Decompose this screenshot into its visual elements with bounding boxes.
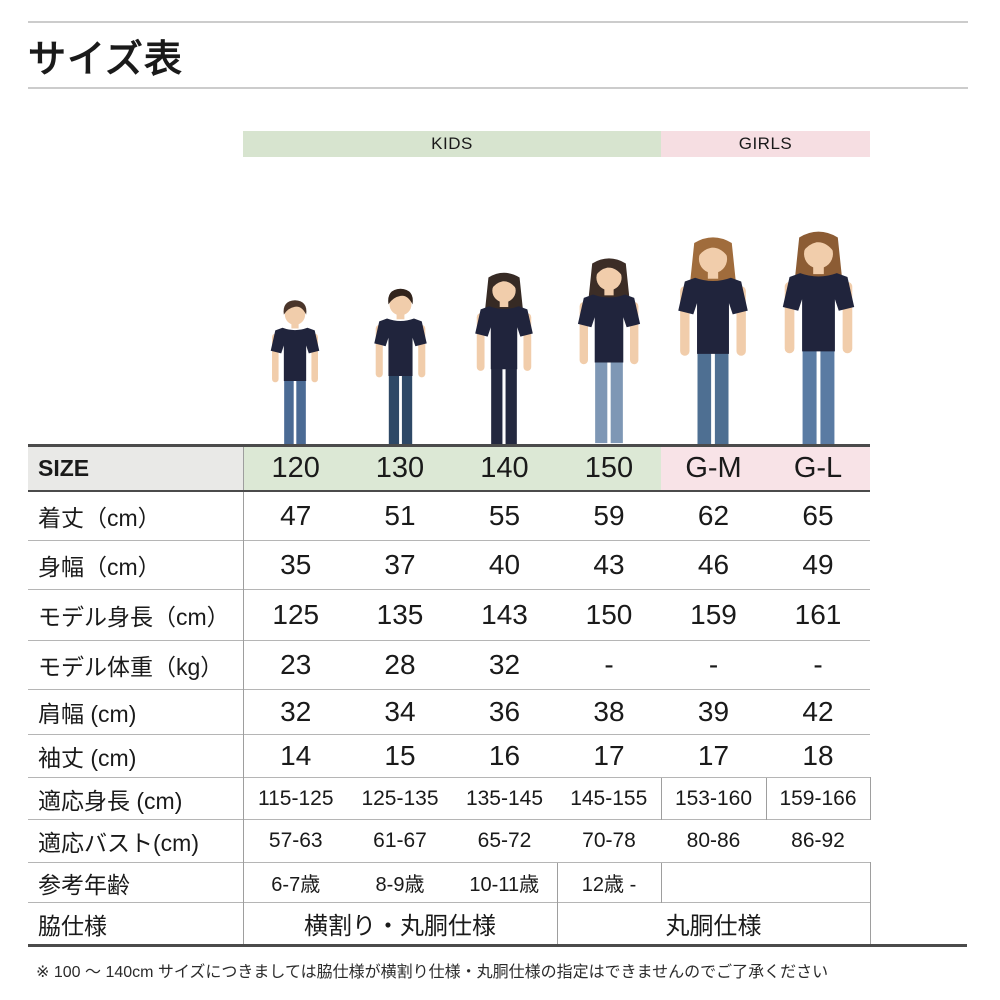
model-photo-140	[465, 265, 543, 444]
table-cell-girls-seam: 丸胴仕様	[556, 902, 871, 944]
table-cell: -	[766, 640, 870, 690]
divider-under-title	[28, 87, 968, 89]
divider-top	[28, 21, 968, 23]
table-cell: 43	[557, 540, 661, 590]
table-cell: 135	[348, 589, 452, 641]
table-cell: 6-7歳	[243, 862, 348, 903]
model-photo-gl	[770, 222, 867, 444]
table-cell: 38	[557, 689, 661, 735]
table-row-model-weight: モデル体重（kg） 23 28 32 - - -	[28, 640, 870, 690]
table-cell: 125-135	[348, 777, 452, 820]
category-band-kids: KIDS	[243, 131, 661, 157]
model-photo-120	[262, 293, 328, 444]
table-row-fit-height: 適応身長 (cm) 115-125 125-135 135-145 145-15…	[28, 777, 871, 820]
table-cell: 70-78	[557, 819, 661, 863]
table-row-side-seam-spec: 脇仕様 横割り・丸胴仕様 丸胴仕様	[28, 902, 871, 944]
table-cell: 51	[348, 490, 452, 541]
category-band-girls: GIRLS	[661, 131, 870, 157]
table-cell: 34	[348, 689, 452, 735]
size-header-cell: SIZE	[28, 444, 244, 492]
table-cell: 8-9歳	[348, 862, 452, 903]
table-cell: 32	[243, 689, 348, 735]
table-cell: 47	[243, 490, 348, 541]
table-cell: 15	[348, 734, 452, 778]
table-cell: 37	[348, 540, 452, 590]
table-cell: 161	[766, 589, 870, 641]
table-cell: 46	[661, 540, 766, 590]
table-bottom-border	[28, 944, 967, 947]
table-cell: 57-63	[243, 819, 348, 863]
table-cell: 150	[557, 589, 661, 641]
column-header-130: 130	[348, 444, 452, 492]
table-cell: 49	[766, 540, 870, 590]
row-label: 身幅（cm）	[28, 540, 244, 590]
table-cell: 135-145	[452, 777, 557, 820]
table-cell: 39	[661, 689, 766, 735]
model-photo-130	[365, 281, 436, 444]
size-header-row: SIZE 120 130 140 150 G-M G-L	[28, 444, 870, 492]
table-cell: 42	[766, 689, 870, 735]
table-cell: 153-160	[660, 777, 766, 820]
page-title: サイズ表	[28, 39, 183, 81]
column-header-120: 120	[243, 444, 348, 492]
table-row-body-length: 着丈（cm） 47 51 55 59 62 65	[28, 490, 870, 541]
table-cell: 40	[452, 540, 557, 590]
table-cell: 12歳 -	[556, 862, 661, 903]
footnote: ※ 100 ～ 140cm サイズにつきましては脇仕様が横割り仕様・丸胴仕様の指…	[36, 964, 829, 981]
table-row-fit-bust: 適応バスト(cm) 57-63 61-67 65-72 70-78 80-86 …	[28, 819, 870, 863]
table-cell: 125	[243, 589, 348, 641]
row-label: 脇仕様	[28, 902, 244, 944]
table-cell: 86-92	[766, 819, 870, 863]
column-header-140: 140	[452, 444, 557, 492]
model-photo-150	[567, 250, 651, 444]
table-cell: 32	[452, 640, 557, 690]
table-cell: 10-11歳	[452, 862, 557, 903]
table-cell: -	[557, 640, 661, 690]
table-cell: 80-86	[661, 819, 766, 863]
table-row-shoulder-width: 肩幅 (cm) 32 34 36 38 39 42	[28, 689, 870, 735]
table-cell: 35	[243, 540, 348, 590]
table-cell: 65	[766, 490, 870, 541]
column-header-150: 150	[557, 444, 661, 492]
row-label: 適応身長 (cm)	[28, 777, 244, 820]
table-cell: 62	[661, 490, 766, 541]
table-cell: 145-155	[557, 777, 661, 820]
table-cell: 115-125	[243, 777, 348, 820]
column-header-gl: G-L	[766, 444, 870, 492]
row-label: モデル身長（cm）	[28, 589, 244, 641]
table-cell	[766, 862, 871, 903]
table-row-sleeve-length: 袖丈 (cm) 14 15 16 17 17 18	[28, 734, 870, 778]
table-cell: 143	[452, 589, 557, 641]
row-label: 適応バスト(cm)	[28, 819, 244, 863]
table-cell: 18	[766, 734, 870, 778]
row-label: モデル体重（kg）	[28, 640, 244, 690]
table-cell: 17	[661, 734, 766, 778]
table-cell: 36	[452, 689, 557, 735]
table-cell: 61-67	[348, 819, 452, 863]
table-row-body-width: 身幅（cm） 35 37 40 43 46 49	[28, 540, 870, 590]
table-cell: 159	[661, 589, 766, 641]
row-label: 袖丈 (cm)	[28, 734, 244, 778]
table-cell: 59	[557, 490, 661, 541]
table-cell-kids-seam: 横割り・丸胴仕様	[243, 902, 557, 944]
table-row-reference-age: 参考年齢 6-7歳 8-9歳 10-11歳 12歳 -	[28, 862, 871, 903]
table-cell: 159-166	[765, 777, 871, 820]
column-header-gm: G-M	[661, 444, 766, 492]
table-cell: 28	[348, 640, 452, 690]
table-cell: 14	[243, 734, 348, 778]
table-cell: 55	[452, 490, 557, 541]
size-table: SIZE 120 130 140 150 G-M G-L 着丈（cm） 47 5…	[28, 444, 871, 944]
row-label: 肩幅 (cm)	[28, 689, 244, 735]
table-cell: 16	[452, 734, 557, 778]
table-cell: 17	[557, 734, 661, 778]
table-cell	[660, 862, 766, 903]
table-cell: 65-72	[452, 819, 557, 863]
row-label: 参考年齢	[28, 862, 244, 903]
table-cell: -	[661, 640, 766, 690]
table-row-model-height: モデル身長（cm） 125 135 143 150 159 161	[28, 589, 870, 641]
row-label: 着丈（cm）	[28, 490, 244, 541]
model-photo-gm	[666, 228, 760, 444]
table-cell: 23	[243, 640, 348, 690]
